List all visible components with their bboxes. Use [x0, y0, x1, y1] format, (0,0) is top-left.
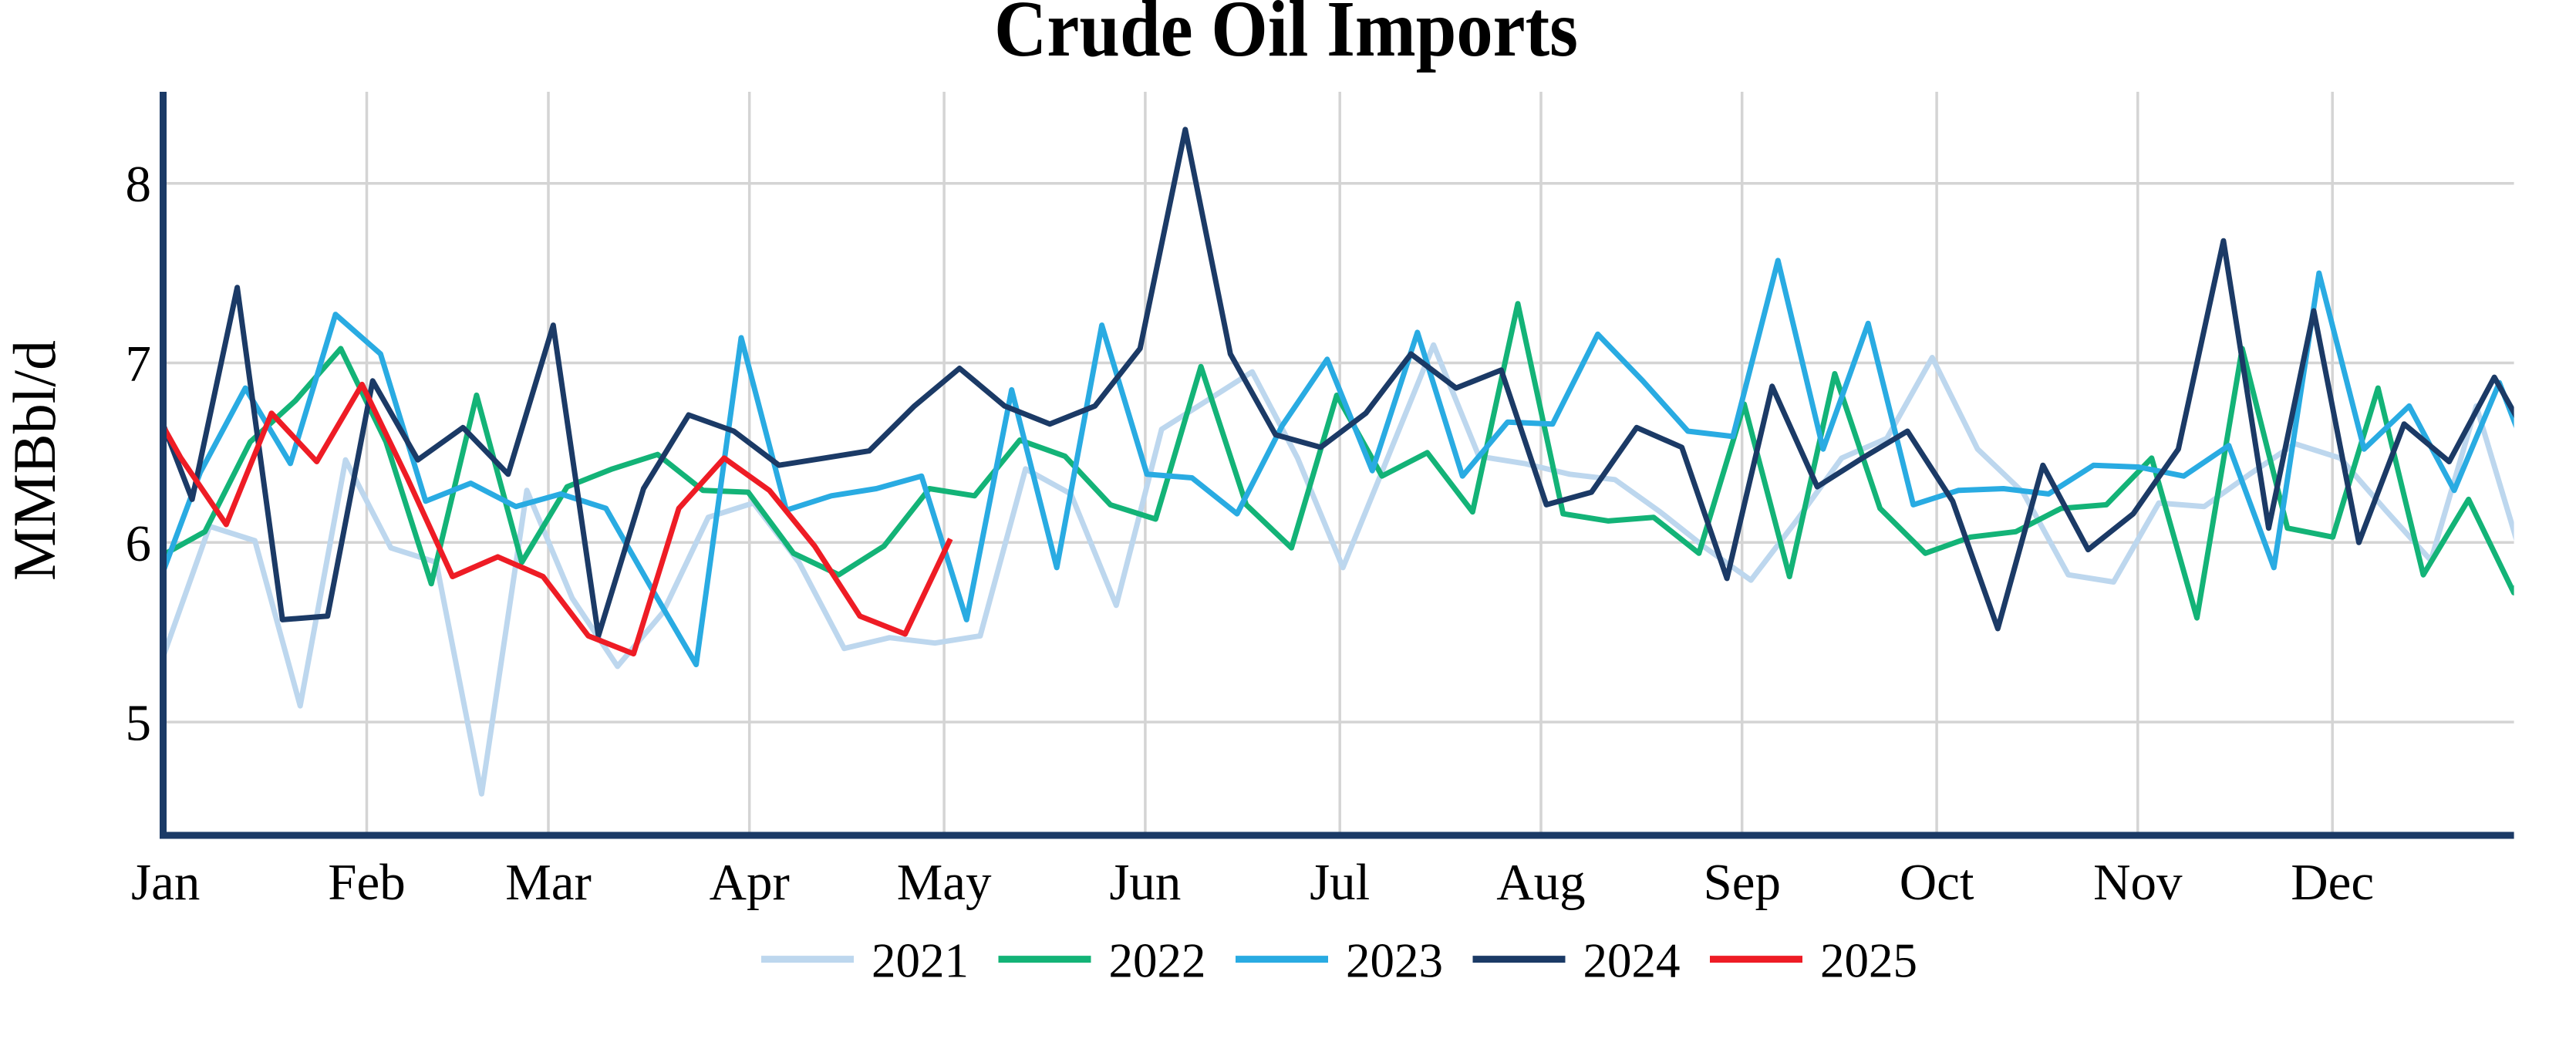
- svg-text:May: May: [897, 854, 992, 911]
- svg-text:7: 7: [126, 336, 152, 393]
- svg-text:Jun: Jun: [1109, 854, 1181, 911]
- svg-text:Aug: Aug: [1496, 854, 1585, 911]
- svg-text:Sep: Sep: [1703, 854, 1781, 911]
- svg-text:MMBbl/d: MMBbl/d: [1, 340, 68, 581]
- svg-text:Oct: Oct: [1900, 854, 1974, 911]
- svg-text:Jul: Jul: [1310, 854, 1370, 911]
- svg-text:2023: 2023: [1346, 934, 1443, 988]
- svg-text:Jan: Jan: [131, 854, 200, 911]
- svg-text:Crude Oil Imports: Crude Oil Imports: [994, 0, 1578, 73]
- svg-text:Apr: Apr: [710, 854, 790, 911]
- svg-text:2025: 2025: [1820, 934, 1917, 988]
- svg-text:2024: 2024: [1583, 934, 1681, 988]
- svg-text:Nov: Nov: [2093, 854, 2183, 911]
- svg-text:2021: 2021: [872, 934, 969, 988]
- svg-text:Mar: Mar: [505, 854, 592, 911]
- svg-text:8: 8: [126, 156, 152, 213]
- svg-text:2022: 2022: [1109, 934, 1206, 988]
- svg-text:Feb: Feb: [328, 854, 406, 911]
- svg-text:6: 6: [126, 515, 152, 572]
- svg-text:5: 5: [126, 695, 152, 752]
- svg-text:Dec: Dec: [2291, 854, 2374, 911]
